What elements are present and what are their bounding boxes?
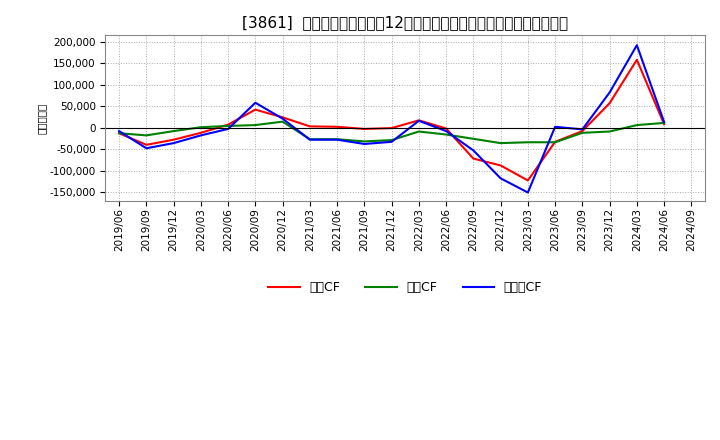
投資CF (197, 125, 205, 130)
営業CF (360, 126, 369, 132)
フリーCF (606, 90, 614, 95)
Legend: 営業CF, 投資CF, フリーCF: 営業CF, 投資CF, フリーCF (264, 276, 547, 299)
Line: 営業CF: 営業CF (119, 60, 664, 180)
フリーCF (333, 137, 341, 142)
Line: フリーCF: フリーCF (119, 45, 664, 192)
営業CF (496, 163, 505, 168)
投資CF (660, 120, 668, 125)
投資CF (224, 123, 233, 128)
営業CF (279, 115, 287, 120)
投資CF (333, 136, 341, 142)
投資CF (469, 136, 477, 141)
営業CF (469, 156, 477, 161)
営業CF (224, 122, 233, 127)
フリーCF (387, 139, 396, 144)
フリーCF (496, 176, 505, 181)
フリーCF (251, 100, 260, 106)
営業CF (415, 118, 423, 123)
営業CF (606, 100, 614, 106)
フリーCF (224, 126, 233, 132)
投資CF (142, 133, 150, 138)
フリーCF (114, 128, 123, 134)
営業CF (523, 178, 532, 183)
フリーCF (442, 128, 451, 134)
投資CF (442, 132, 451, 137)
Line: 投資CF: 投資CF (119, 121, 664, 143)
フリーCF (169, 140, 178, 146)
Y-axis label: （百万円）: （百万円） (37, 103, 47, 134)
投資CF (496, 140, 505, 146)
営業CF (197, 130, 205, 136)
営業CF (578, 128, 587, 134)
投資CF (633, 122, 642, 128)
フリーCF (633, 43, 642, 48)
フリーCF (660, 119, 668, 125)
投資CF (523, 139, 532, 145)
投資CF (305, 136, 314, 142)
営業CF (551, 139, 559, 144)
投資CF (251, 122, 260, 128)
投資CF (578, 130, 587, 136)
投資CF (606, 129, 614, 134)
営業CF (333, 124, 341, 129)
フリーCF (578, 127, 587, 132)
投資CF (114, 131, 123, 136)
営業CF (251, 107, 260, 112)
フリーCF (415, 118, 423, 124)
フリーCF (142, 146, 150, 151)
営業CF (387, 125, 396, 131)
営業CF (633, 57, 642, 62)
投資CF (279, 119, 287, 124)
営業CF (305, 124, 314, 129)
Title: [3861]  キャッシュフローの12か月移動合計の対前年同期増減額の推移: [3861] キャッシュフローの12か月移動合計の対前年同期増減額の推移 (242, 15, 568, 30)
フリーCF (469, 148, 477, 153)
営業CF (142, 142, 150, 147)
フリーCF (551, 124, 559, 129)
営業CF (169, 137, 178, 142)
営業CF (442, 126, 451, 131)
フリーCF (197, 133, 205, 138)
フリーCF (305, 137, 314, 142)
営業CF (660, 121, 668, 127)
フリーCF (279, 116, 287, 121)
フリーCF (360, 141, 369, 147)
投資CF (415, 129, 423, 134)
フリーCF (523, 190, 532, 195)
投資CF (551, 139, 559, 145)
投資CF (360, 139, 369, 144)
投資CF (169, 128, 178, 134)
営業CF (114, 131, 123, 136)
投資CF (387, 137, 396, 143)
